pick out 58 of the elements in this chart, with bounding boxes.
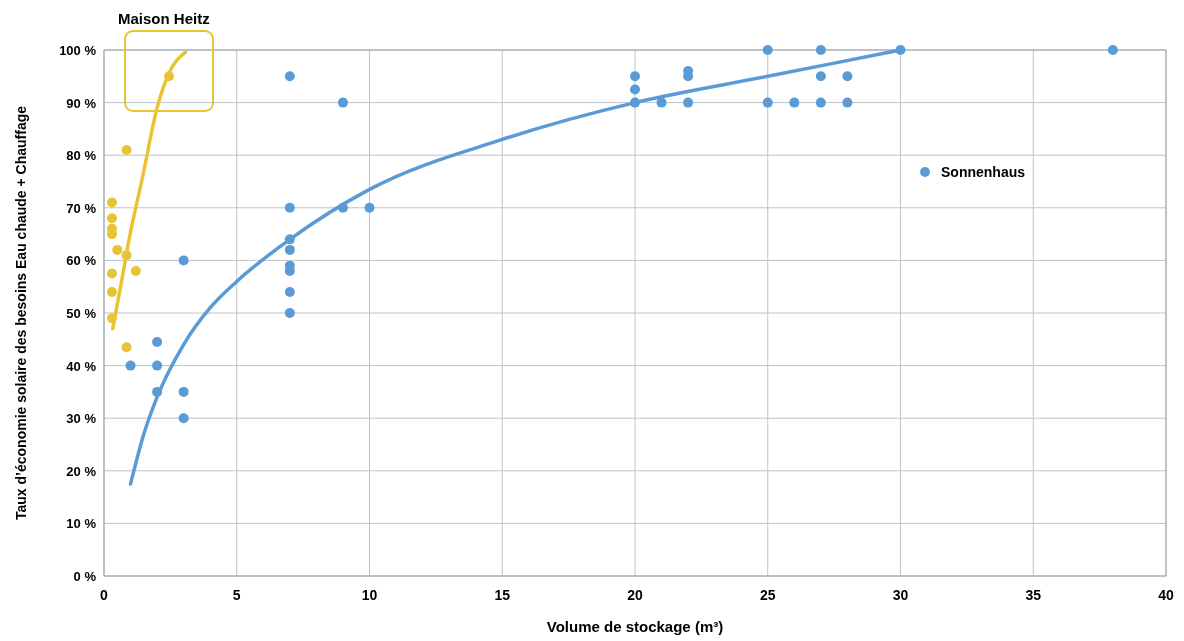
- y-axis-title: Taux d’économie solaire des besoins Eau chaude + Chauffage: [13, 105, 29, 521]
- point: [284, 71, 295, 82]
- y-tick-label: 0 %: [73, 569, 97, 584]
- point: [630, 84, 640, 95]
- point: [789, 97, 800, 108]
- y-tick-label: 10 %: [66, 516, 97, 532]
- point: [178, 386, 189, 397]
- y-tick-label: 30 %: [66, 411, 97, 427]
- point: [178, 413, 189, 424]
- x-tick-label: 10: [361, 587, 378, 603]
- x-tick-label: 35: [1025, 587, 1042, 603]
- point: [152, 360, 163, 371]
- point: [112, 244, 123, 255]
- point: [106, 286, 117, 297]
- point: [284, 244, 295, 255]
- point: [683, 97, 694, 108]
- point: [106, 268, 117, 279]
- y-tick-label: 90 %: [66, 95, 97, 111]
- point: [130, 265, 141, 276]
- point: [121, 144, 132, 155]
- x-tick-label: 15: [494, 587, 511, 603]
- x-tick-label: 20: [627, 587, 643, 603]
- x-tick-label: 30: [892, 587, 909, 603]
- point: [284, 202, 295, 213]
- point: [364, 202, 375, 213]
- point: [106, 197, 117, 208]
- point: [284, 286, 295, 297]
- y-tick-label: 50 %: [66, 306, 97, 321]
- y-tick-label: 100 %: [59, 43, 97, 58]
- point: [815, 45, 826, 55]
- y-tick-label: 70 %: [66, 200, 97, 216]
- line-series: [111, 50, 188, 331]
- point: [762, 45, 773, 55]
- point: [337, 97, 348, 108]
- x-tick-label: 5: [232, 587, 241, 603]
- legend-label: Sonnenhaus: [941, 164, 1026, 180]
- point: [842, 97, 853, 108]
- point: [284, 308, 295, 318]
- point: [121, 342, 132, 353]
- point: [815, 97, 826, 108]
- text: Maison Heitz: [118, 10, 210, 27]
- x-tick-label: 40: [1158, 587, 1174, 603]
- x-tick-label: 0: [100, 587, 109, 603]
- y-tick-label: 80 %: [66, 148, 97, 164]
- point: [152, 336, 163, 347]
- point: [125, 360, 136, 371]
- point: [815, 71, 826, 82]
- y-tick-label: 60 %: [66, 253, 97, 269]
- point: [842, 71, 853, 82]
- x-tick-label: 25: [759, 587, 776, 603]
- y-tick-label: 20 %: [66, 463, 97, 479]
- y-tick-label: 40 %: [66, 358, 97, 374]
- point: [630, 71, 640, 82]
- x-axis-title: Volume de stockage (m³): [546, 618, 724, 635]
- point: [762, 97, 773, 108]
- point: [106, 213, 117, 224]
- point: [1107, 45, 1118, 55]
- point: [178, 255, 189, 266]
